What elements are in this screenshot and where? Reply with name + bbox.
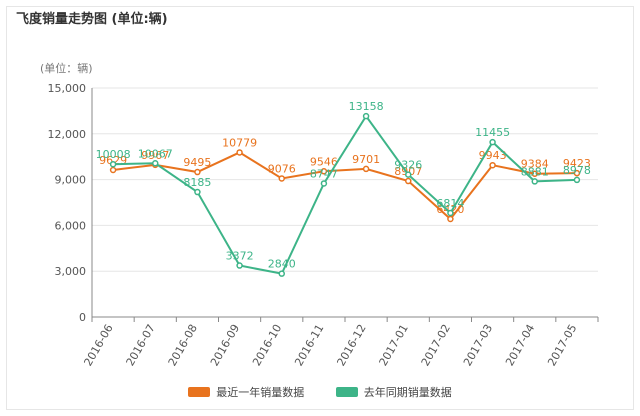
y-tick-label: 3,000 [55,265,87,278]
data-point [320,180,328,187]
x-tick-label: 2016-10 [250,322,284,368]
data-point [531,170,538,177]
data-label: 9701 [352,153,380,166]
chart-title: 飞度销量走势图 (单位:辆) [16,12,168,27]
data-label: 9384 [521,158,549,171]
x-tick-label: 2016-07 [124,322,158,368]
data-point [573,169,581,177]
data-point [152,160,159,167]
x-tick-label: 2016-06 [81,322,115,368]
data-label: 11455 [475,126,510,139]
legend-item-recent[interactable]: 最近一年销量数据 [188,384,304,400]
data-point [447,215,454,223]
data-point [109,166,117,174]
y-tick-label: 6,000 [55,219,87,232]
x-tick-label: 2016-08 [166,322,200,368]
x-tick-label: 2017-05 [545,322,579,368]
y-tick-label: 12,000 [48,128,87,141]
y-tick-label: 9,000 [55,174,87,187]
data-point [278,270,285,277]
data-label: 8978 [563,164,591,177]
legend-swatch-last-year [335,387,358,397]
legend-swatch-recent [188,387,211,397]
y-tick-label: 15,000 [48,82,87,95]
data-point [489,138,496,146]
data-point [489,161,496,169]
data-label: 9495 [183,156,211,169]
data-point [447,209,454,217]
data-point [236,262,243,269]
data-point [320,168,328,175]
chart-frame [6,6,634,410]
data-point [236,149,243,156]
legend-item-last-year[interactable]: 去年同期销量数据 [335,384,452,400]
data-label: 13158 [349,100,384,113]
data-label: 8747 [310,167,338,180]
data-point [531,178,538,185]
x-tick-label: 2016-12 [334,322,368,368]
data-label: 2840 [268,258,296,271]
y-unit-label: (单位：辆) [40,61,93,75]
data-label: 9076 [268,162,296,175]
x-tick-label: 2017-02 [419,322,453,368]
data-point [362,165,370,173]
y-tick-label: 0 [79,311,86,324]
x-tick-label: 2017-04 [503,322,537,368]
data-label: 9967 [141,149,169,162]
data-point [405,171,412,178]
data-label: 8185 [183,176,211,189]
x-tick-label: 2017-01 [377,322,411,368]
data-point [573,176,581,184]
data-point [194,168,201,176]
chart-legend: 最近一年销量数据 去年同期销量数据 [0,384,640,400]
data-label: 9546 [310,155,338,168]
data-label: 8881 [521,165,549,178]
data-label: 6814 [436,197,464,210]
legend-label-recent: 最近一年销量数据 [216,386,305,399]
data-label: 9423 [563,157,591,170]
x-tick-label: 2016-09 [208,322,242,368]
data-point [405,177,412,185]
data-label: 10779 [222,136,257,149]
data-point [109,160,117,168]
series-line-last-year [113,114,577,275]
data-point [362,112,370,120]
data-point [278,175,285,182]
data-label: 3372 [226,250,254,263]
legend-label-last-year: 去年同期销量数据 [363,386,452,399]
data-label: 9326 [394,159,422,172]
data-label: 10067 [138,147,173,160]
data-label: 10008 [96,148,131,161]
x-tick-label: 2017-03 [461,322,495,368]
data-point [194,188,201,196]
x-tick-label: 2016-11 [292,322,326,368]
series-line-recent [112,151,577,221]
